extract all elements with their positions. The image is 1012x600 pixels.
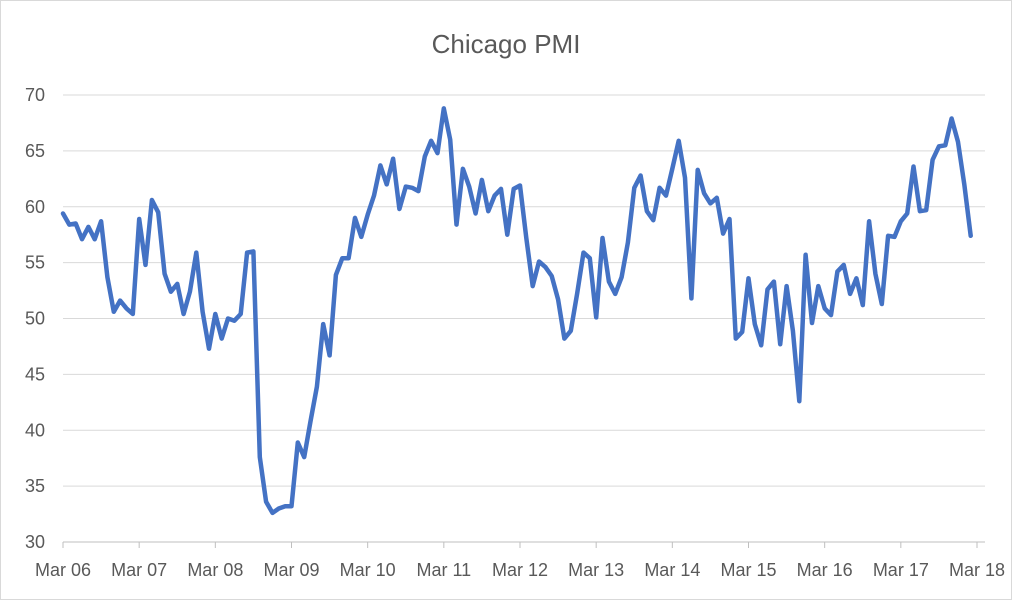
y-tick-label: 70 — [25, 85, 45, 105]
x-tick-label: Mar 17 — [873, 560, 929, 580]
y-axis-ticks: 30 35 40 45 50 55 60 65 70 — [25, 85, 45, 552]
x-tick-label: Mar 18 — [949, 560, 1005, 580]
x-tick-label: Mar 16 — [797, 560, 853, 580]
x-tick-label: Mar 06 — [35, 560, 91, 580]
x-tick-label: Mar 12 — [492, 560, 548, 580]
x-tick-label: Mar 10 — [340, 560, 396, 580]
chart-title: Chicago PMI — [432, 29, 581, 59]
x-tick-label: Mar 14 — [644, 560, 700, 580]
y-tick-label: 50 — [25, 309, 45, 329]
x-tick-label: Mar 07 — [111, 560, 167, 580]
y-tick-label: 40 — [25, 420, 45, 440]
x-tick-label: Mar 08 — [187, 560, 243, 580]
y-tick-label: 45 — [25, 364, 45, 384]
x-tick-label: Mar 11 — [416, 560, 471, 580]
y-tick-label: 60 — [25, 197, 45, 217]
x-axis-ticks: Mar 06 Mar 07 Mar 08 Mar 09 Mar 10 Mar 11 Mar … — [35, 542, 1005, 580]
x-tick-label: Mar 09 — [263, 560, 319, 580]
x-tick-label: Mar 15 — [720, 560, 776, 580]
y-tick-label: 55 — [25, 253, 45, 273]
y-tick-label: 35 — [25, 476, 45, 496]
y-tick-label: 30 — [25, 532, 45, 552]
series-layer — [60, 106, 973, 516]
x-tick-label: Mar 13 — [568, 560, 624, 580]
y-tick-label: 65 — [25, 141, 45, 161]
series-line — [60, 106, 973, 516]
